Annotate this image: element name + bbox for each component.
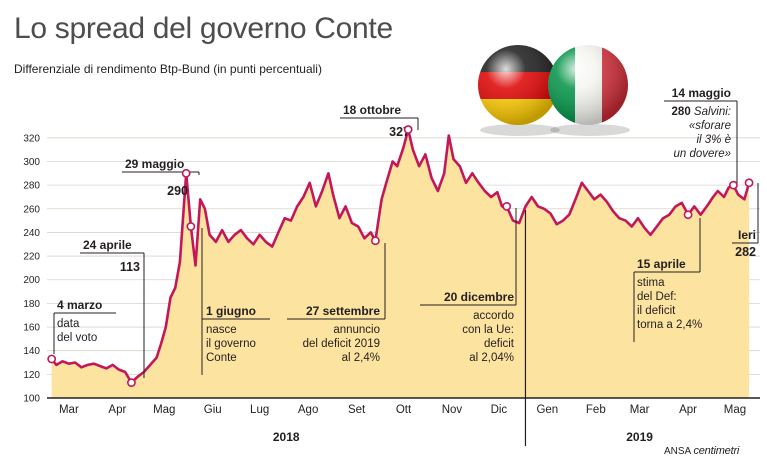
annotation-date: 24 aprile [83, 238, 132, 252]
year-label: 2019 [626, 430, 653, 444]
y-tick-label: 100 [23, 394, 40, 405]
x-tick-label: Apr [679, 404, 697, 416]
annotation-text: torna a 2,4% [637, 319, 702, 331]
y-tick-label: 280 [23, 181, 40, 192]
annotation-text: data [57, 318, 80, 330]
y-tick-label: 160 [23, 323, 40, 334]
annotation-text: del Def: [637, 291, 677, 303]
year-label: 2018 [273, 430, 300, 444]
annotation-marker [47, 354, 57, 364]
annotation-marker [181, 168, 191, 178]
annotation-text: un dovere» [673, 148, 731, 160]
annotation-20-dicembre: 20 dicembre accordo con la Ue: deficit al 2,… [420, 202, 517, 364]
annotation-text: il 3% è [696, 134, 731, 146]
annotation-text: 280 Salvini: [672, 106, 731, 118]
x-tick-label: Lug [250, 404, 269, 416]
x-tick-label: Mag [724, 404, 746, 416]
annotation-value: 282 [735, 245, 756, 259]
x-tick-label: Giu [204, 404, 222, 416]
annotation-29-maggio: 29 maggio 290 [122, 157, 200, 198]
annotation-text: stima [637, 277, 665, 289]
x-tick-label: Dic [491, 404, 508, 416]
annotation-date: 14 maggio [672, 86, 731, 100]
x-tick-label: Mar [59, 404, 79, 416]
annotation-ieri: Ieri 282 [732, 178, 759, 259]
annotation-15-aprile: 15 aprile stima del Def: il deficit torna a … [633, 210, 702, 342]
annotation-text: il deficit [637, 305, 676, 317]
annotation-24-aprile: 24 aprile 113 [80, 238, 145, 388]
annotation-text: nasce [206, 324, 237, 336]
annotation-marker [683, 210, 693, 220]
annotation-text: il governo [206, 338, 256, 350]
chart-title: Lo spread del governo Conte [14, 12, 393, 45]
annotation-date: 20 dicembre [444, 290, 514, 304]
source-credit: ANSA centimetri [664, 445, 739, 457]
annotation-text: accordo [473, 310, 514, 322]
chart-subtitle: Differenziale di rendimento Btp-Bund (in… [14, 62, 322, 76]
x-tick-label: Mar [630, 404, 650, 416]
annotation-marker [744, 178, 754, 188]
x-tick-label: Gen [536, 404, 558, 416]
annotation-marker [370, 236, 380, 246]
annotation-date: Ieri [738, 228, 756, 242]
annotation-marker [127, 378, 136, 388]
italy-flag-sphere-icon [548, 45, 630, 136]
credit-brand: centimetri [693, 445, 740, 457]
annotation-text: annuncio [333, 324, 380, 336]
annotation-text: deficit [484, 338, 515, 350]
annotation-marker [186, 222, 196, 231]
annotation-date: 15 aprile [637, 257, 686, 271]
annotation-27-settembre: 27 settembre annuncio del deficit 2019 al 2… [287, 236, 386, 364]
germany-flag-sphere-icon [478, 45, 560, 136]
annotation-value: 113 [120, 260, 140, 274]
x-tick-label: Nov [442, 404, 463, 416]
x-tick-label: Set [348, 404, 366, 416]
y-tick-label: 180 [23, 299, 40, 310]
annotation-value: 280 [672, 106, 694, 118]
annotation-marker [502, 202, 512, 211]
x-tick-label: Ott [396, 404, 412, 416]
annotation-text: al 2,04% [469, 352, 514, 364]
annotation-1-giugno: 1 giugno nasce il governo Conte [186, 222, 270, 375]
y-tick-label: 200 [23, 275, 40, 286]
annotation-value: 290 [167, 184, 188, 198]
spread-line [50, 128, 751, 384]
annotation-14-maggio: 14 maggio 280 Salvini: «sforare il 3% è un d… [664, 86, 738, 190]
x-tick-label: Apr [108, 404, 126, 416]
y-tick-label: 300 [23, 157, 40, 168]
x-tick-label: Mag [153, 404, 175, 416]
annotation-text: del deficit 2019 [303, 338, 380, 350]
y-tick-label: 140 [23, 346, 40, 357]
y-tick-label: 120 [23, 370, 40, 381]
annotation-text: «sforare [689, 120, 731, 132]
annotation-date: 29 maggio [125, 157, 184, 171]
y-tick-label: 240 [23, 228, 40, 239]
annotation-date: 27 settembre [306, 304, 380, 318]
x-tick-label: Ago [298, 404, 318, 416]
annotation-text: con la Ue: [462, 324, 514, 336]
annotation-text: Conte [206, 352, 237, 364]
annotation-text: al 2,4% [342, 352, 380, 364]
x-tick-label: Feb [586, 404, 606, 416]
y-tick-label: 320 [23, 133, 40, 144]
y-tick-label: 260 [23, 204, 40, 215]
spread-area [51, 129, 750, 398]
annotation-date: 18 ottobre [343, 103, 401, 117]
annotation-text: del voto [57, 332, 97, 344]
y-tick-label: 220 [23, 252, 40, 263]
annotation-date: 4 marzo [57, 298, 102, 312]
annotation-marker [403, 125, 413, 134]
annotation-4-marzo: 4 marzo data del voto [47, 298, 116, 364]
credit-agency: ANSA [664, 446, 691, 457]
annotation-date: 1 giugno [206, 304, 256, 318]
annotation-marker [729, 180, 738, 190]
